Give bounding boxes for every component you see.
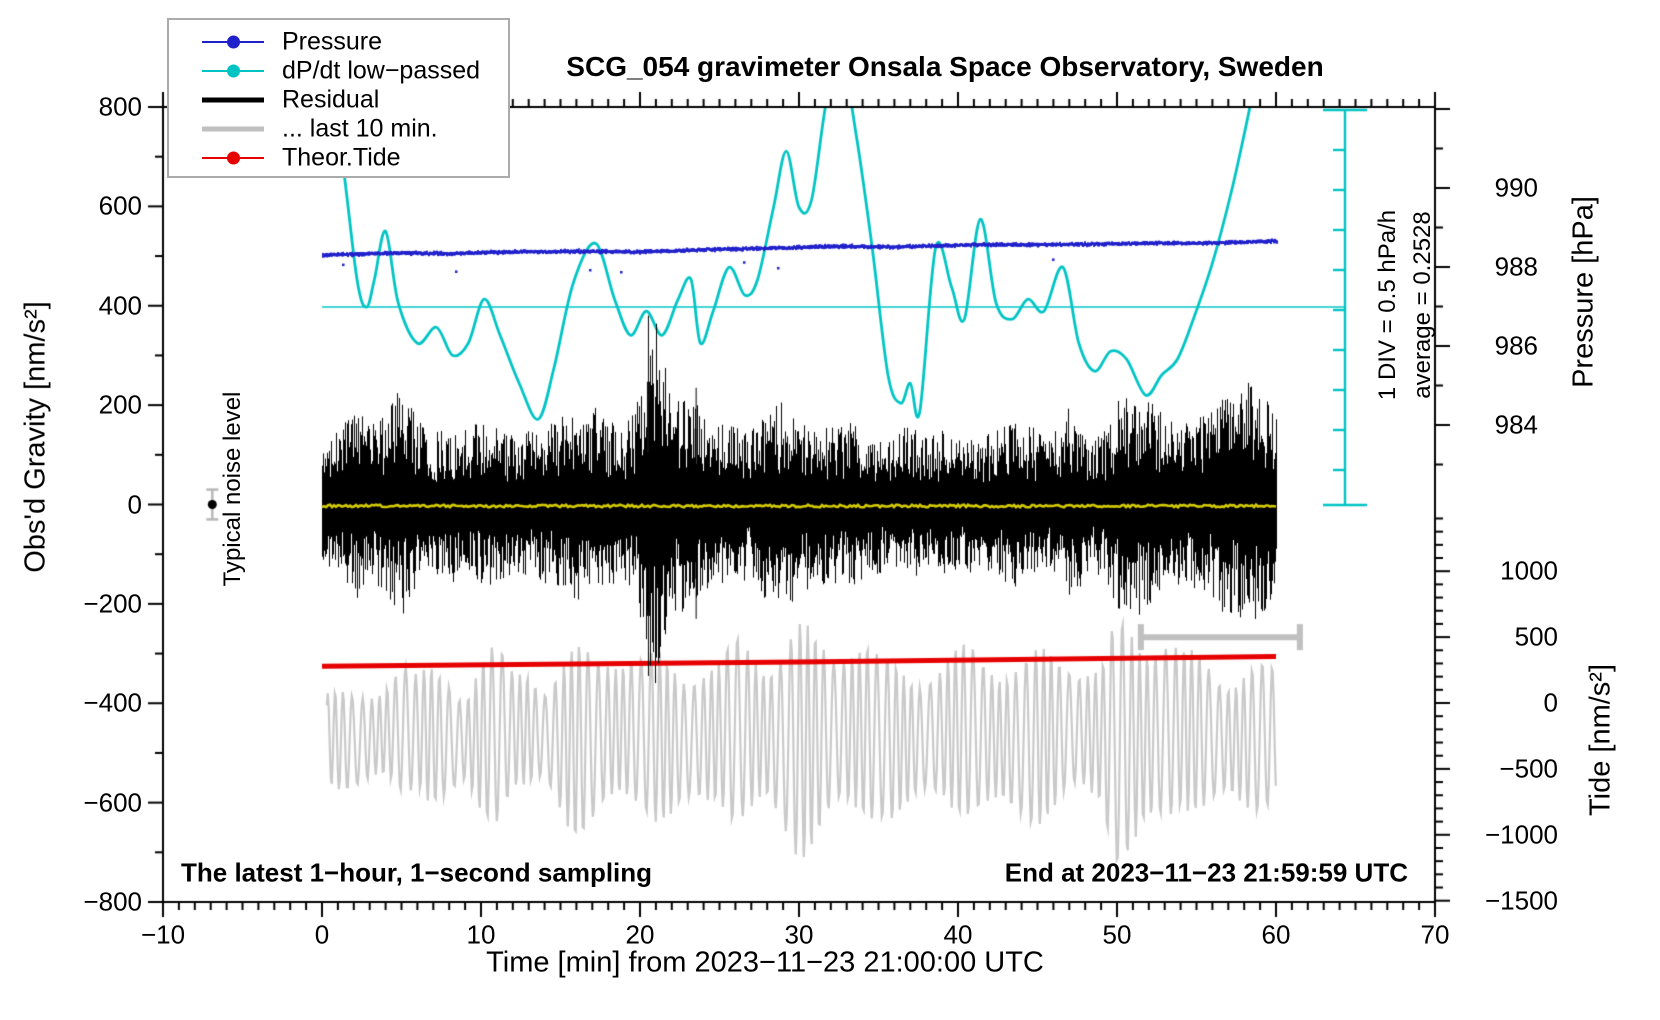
pressure-axis-title: Pressure [hPa] [1567,196,1600,388]
tide-tick-label: −1500 [1484,885,1558,916]
gravity-tick-label: 0 [127,489,142,519]
x-tick-label: 10 [466,919,496,950]
gravity-tick-label: −600 [83,787,142,818]
legend-line-swatch [202,97,264,103]
legend-item-label: Theor.Tide [282,143,401,172]
gravity-axis-title: Obs'd Gravity [nm/s²] [19,301,52,573]
average-annotation: average = 0.2528 [1409,211,1436,399]
x-tick-label: 70 [1420,919,1450,950]
x-tick-label: 20 [625,919,655,950]
div-scale-annotation: 1 DIV = 0.5 hPa/h [1374,209,1401,401]
tide-tick-label: −1000 [1484,819,1558,850]
x-axis-title: Time [min] from 2023−11−23 21:00:00 UTC [486,946,1044,979]
legend-dot-marker [227,151,240,165]
gravity-tick-label: 600 [98,190,142,221]
pressure-tick-label: 988 [1494,251,1538,282]
tide-tick-label: 500 [1514,621,1558,652]
legend-item-label: Residual [282,85,380,114]
legend-item-label: Pressure [282,27,383,56]
x-tick-label: 50 [1102,919,1132,950]
page-title: SCG_054 gravimeter Onsala Space Observat… [566,51,1324,82]
gravity-tick-label: 400 [98,290,142,321]
legend-item-label: dP/dt low−passed [282,56,481,85]
legend: Pressure dP/dt low−passed Residual... last… [167,18,510,178]
gravity-tick-label: −400 [83,687,142,718]
legend-dot-marker [227,64,240,78]
x-tick-label: 0 [314,919,330,950]
pressure-tick-label: 984 [1494,409,1538,440]
legend-item-label: ... last 10 min. [282,114,438,143]
gravity-tick-label: −200 [83,588,142,619]
sampling-note: The latest 1−hour, 1−second sampling [181,857,653,888]
x-tick-label: 60 [1261,919,1291,950]
end-time-note: End at 2023−11−23 21:59:59 UTC [1004,857,1408,888]
tide-axis-title: Tide [nm/s²] [1584,663,1617,817]
tide-tick-label: −500 [1499,753,1558,784]
legend-line-swatch [202,126,264,132]
legend-dot-marker [227,35,240,49]
gravity-tick-label: −800 [83,886,142,917]
x-tick-label: −10 [140,919,186,950]
x-tick-label: 40 [943,919,973,950]
tide-tick-label: 1000 [1500,555,1558,586]
pressure-tick-label: 986 [1494,330,1538,361]
gravity-tick-label: 200 [98,389,142,420]
x-tick-label: 30 [784,919,814,950]
noise-level-annotation: Typical noise level [219,391,246,587]
tide-tick-label: 0 [1543,687,1558,718]
pressure-tick-label: 990 [1494,172,1538,203]
gravity-tick-label: 800 [98,91,142,122]
